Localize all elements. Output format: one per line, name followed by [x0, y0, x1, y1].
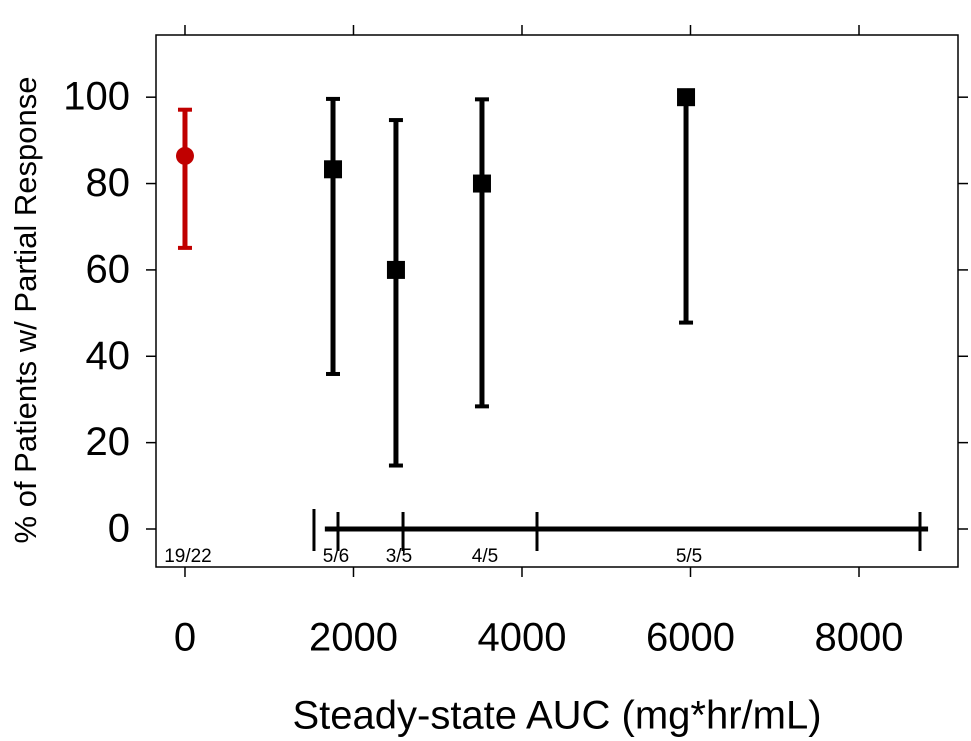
x-tick-label: 0 [174, 616, 196, 660]
y-tick-label: 100 [63, 75, 130, 119]
count-label: 19/22 [164, 546, 212, 567]
x-tick-label: 6000 [646, 616, 735, 660]
y-tick-label: 20 [86, 420, 131, 464]
point [386, 260, 405, 279]
point [175, 146, 194, 165]
y-tick-label: 60 [86, 247, 131, 291]
point [677, 88, 696, 107]
y-tick-label: 40 [86, 334, 131, 378]
point [472, 174, 491, 193]
count-label: 5/6 [323, 546, 349, 567]
x-tick-label: 4000 [478, 616, 567, 660]
count-label: 5/5 [676, 546, 702, 567]
y-tick-label: 80 [86, 161, 131, 205]
x-tick-label: 8000 [815, 616, 904, 660]
x-axis-label: Steady-state AUC (mg*hr/mL) [292, 694, 821, 738]
x-tick-label: 2000 [309, 616, 398, 660]
y-tick-label: 0 [108, 507, 130, 551]
y-axis-label: % of Patients w/ Partial Response [8, 77, 43, 544]
plot-frame [155, 34, 959, 568]
point [324, 160, 343, 179]
count-label: 4/5 [472, 546, 498, 567]
count-label: 3/5 [386, 546, 412, 567]
